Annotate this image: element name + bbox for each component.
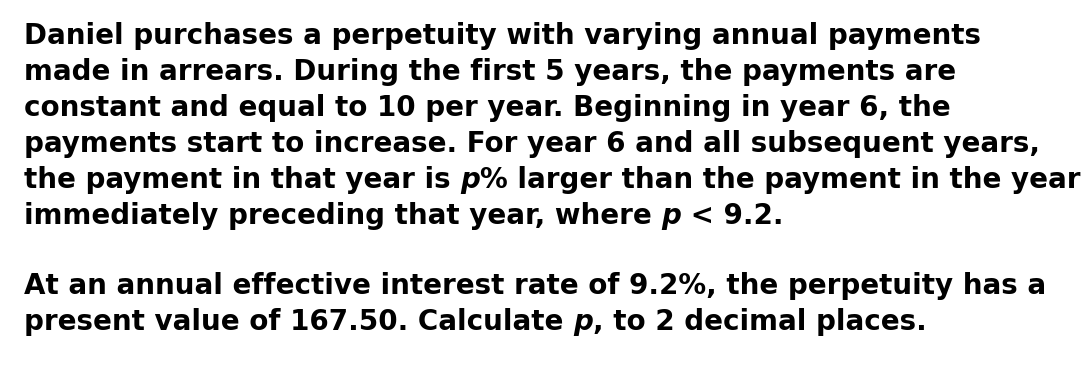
Text: % larger than the payment in the year: % larger than the payment in the year [480,166,1080,194]
Text: made in arrears. During the first 5 years, the payments are: made in arrears. During the first 5 year… [24,58,956,86]
Text: constant and equal to 10 per year. Beginning in year 6, the: constant and equal to 10 per year. Begin… [24,94,950,122]
Text: , to 2 decimal places.: , to 2 decimal places. [593,308,926,336]
Text: p: p [662,202,681,230]
Text: p: p [460,166,480,194]
Text: At an annual effective interest rate of 9.2%, the perpetuity has a: At an annual effective interest rate of … [24,272,1046,300]
Text: Daniel purchases a perpetuity with varying annual payments: Daniel purchases a perpetuity with varyi… [24,22,981,50]
Text: the payment in that year is: the payment in that year is [24,166,460,194]
Text: immediately preceding that year, where: immediately preceding that year, where [24,202,662,230]
Text: payments start to increase. For year 6 and all subsequent years,: payments start to increase. For year 6 a… [24,130,1040,158]
Text: present value of 167.50. Calculate: present value of 167.50. Calculate [24,308,573,336]
Text: p: p [573,308,593,336]
Text: < 9.2.: < 9.2. [681,202,784,230]
